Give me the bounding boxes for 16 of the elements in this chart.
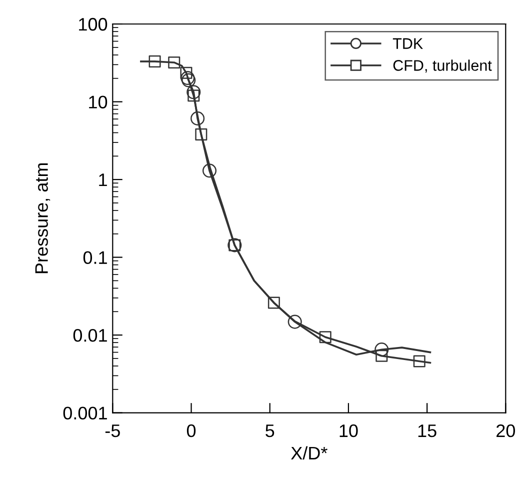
y-tick-label: 0.01 bbox=[73, 328, 107, 342]
y-tick-label: 1 bbox=[99, 174, 107, 186]
x-tick-label: 10 bbox=[340, 424, 358, 438]
legend-label: CFD, turbulent bbox=[393, 60, 492, 73]
x-tick-label: 0 bbox=[186, 424, 196, 438]
x-tick-label: 15 bbox=[418, 424, 436, 438]
x-tick-label: -5 bbox=[105, 424, 120, 438]
legend-label: TDK bbox=[392, 38, 423, 49]
y-tick-label: 0.001 bbox=[63, 406, 107, 420]
y-tick-label: 100 bbox=[79, 18, 108, 31]
y-axis-title: Pressure, atm bbox=[35, 163, 50, 274]
x-axis-title: X/D* bbox=[291, 446, 328, 460]
y-tick-label: 0.1 bbox=[83, 251, 107, 264]
x-tick-label: 20 bbox=[496, 424, 515, 438]
y-tick-label: 10 bbox=[89, 96, 108, 108]
x-tick-label: 5 bbox=[266, 424, 274, 438]
